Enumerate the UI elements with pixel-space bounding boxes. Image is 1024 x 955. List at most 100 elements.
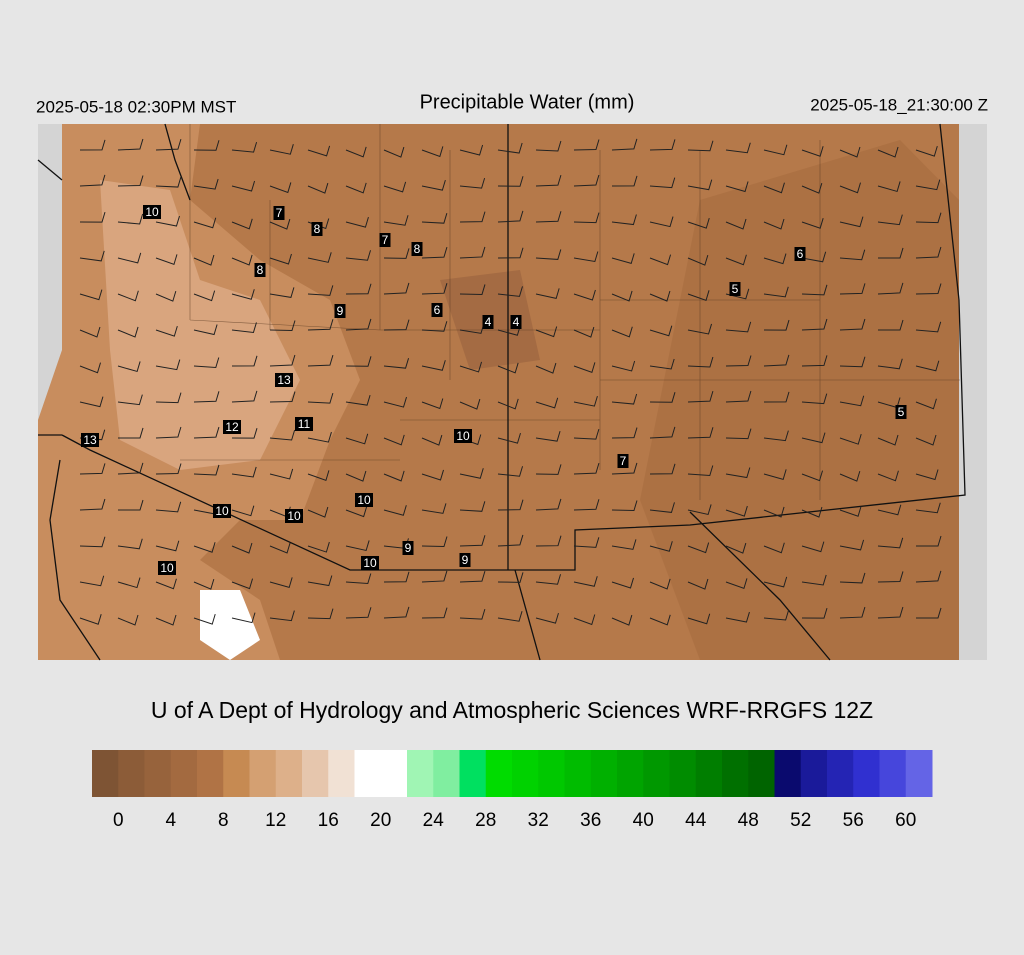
wind-barb bbox=[839, 356, 866, 368]
wind-barb bbox=[117, 499, 144, 511]
wind-barb bbox=[535, 211, 562, 223]
wind-barb bbox=[421, 469, 444, 481]
wind-barb bbox=[155, 290, 177, 302]
wind-barb bbox=[193, 614, 216, 625]
wind-barb bbox=[877, 319, 904, 331]
wind-barb bbox=[497, 142, 523, 154]
station-box bbox=[482, 315, 494, 329]
wind-barb bbox=[915, 607, 942, 619]
color-swatch bbox=[669, 750, 697, 797]
colorbar-tick-label: 40 bbox=[633, 810, 654, 831]
colorbar-tick-label: 48 bbox=[738, 810, 759, 831]
wind-barb bbox=[345, 506, 368, 518]
station-box bbox=[311, 222, 323, 236]
color-swatch bbox=[538, 750, 565, 797]
wind-barb bbox=[497, 611, 523, 622]
wind-barb bbox=[649, 177, 676, 189]
wind-barb bbox=[231, 218, 253, 230]
wind-barb bbox=[915, 321, 942, 333]
wind-barb bbox=[535, 288, 560, 299]
colorbar-tick-label: 44 bbox=[685, 810, 707, 831]
station-value: 10 bbox=[456, 429, 470, 443]
wind-barb bbox=[649, 463, 676, 475]
wind-barb bbox=[763, 286, 789, 298]
wind-barb bbox=[269, 468, 294, 480]
station-box bbox=[143, 205, 161, 219]
wind-barb bbox=[839, 395, 865, 407]
wind-barb bbox=[839, 434, 862, 445]
color-swatch bbox=[617, 750, 644, 797]
wind-barb bbox=[801, 355, 828, 367]
color-swatch bbox=[905, 750, 933, 797]
wind-barb bbox=[383, 358, 410, 369]
color-swatch bbox=[92, 750, 119, 797]
colorbar-tick-label: 36 bbox=[580, 810, 601, 831]
wind-barb bbox=[345, 250, 372, 261]
colorbar-tick-label: 0 bbox=[113, 810, 124, 831]
wind-barb bbox=[801, 146, 824, 157]
station-labels: 10 7 8 7 8 8 9 6 4 4 6 5 13 12 11 13 10 5 7 10 10 10 9 9 10 10 bbox=[81, 205, 907, 575]
wind-barb bbox=[497, 247, 524, 259]
wind-barb bbox=[421, 283, 448, 295]
wind-barb bbox=[345, 318, 372, 331]
wind-barb bbox=[269, 391, 296, 403]
wind-barb bbox=[611, 393, 638, 405]
wind-barb bbox=[611, 214, 637, 226]
wind-barb bbox=[649, 358, 675, 370]
wind-barb bbox=[269, 182, 292, 194]
wind-barb bbox=[687, 140, 714, 152]
station-value: 9 bbox=[462, 553, 469, 567]
wind-barb bbox=[725, 428, 752, 440]
wind-barb bbox=[649, 325, 673, 337]
wind-barb bbox=[839, 506, 862, 517]
wind-barb bbox=[79, 326, 101, 338]
wind-barb bbox=[231, 578, 254, 590]
wind-barb bbox=[725, 142, 751, 154]
wind-barb bbox=[725, 611, 750, 623]
wind-barb bbox=[231, 612, 256, 624]
wind-barb bbox=[231, 542, 253, 554]
wind-barb bbox=[421, 398, 444, 410]
wind-barb bbox=[573, 326, 595, 338]
wind-barb bbox=[193, 254, 215, 266]
wind-barb bbox=[117, 577, 141, 589]
wind-barb bbox=[877, 146, 899, 158]
wind-barb bbox=[839, 146, 861, 158]
wind-barb bbox=[383, 606, 410, 619]
station-value: 10 bbox=[145, 205, 159, 219]
wind-barb bbox=[155, 325, 178, 337]
wind-barb bbox=[611, 500, 638, 511]
wind-barb bbox=[345, 283, 372, 295]
wind-barb bbox=[649, 578, 671, 590]
wind-barb bbox=[117, 175, 144, 187]
county-lines bbox=[180, 124, 960, 500]
wind-barb bbox=[231, 180, 256, 192]
wind-barb bbox=[155, 614, 177, 626]
wind-barb bbox=[231, 141, 258, 153]
wind-barb bbox=[839, 216, 864, 228]
wind-barb bbox=[535, 362, 557, 374]
station-box bbox=[454, 429, 472, 443]
wind-barb bbox=[497, 398, 519, 410]
wind-barb bbox=[649, 502, 675, 513]
wind-barb bbox=[839, 606, 866, 619]
wind-barb bbox=[383, 470, 405, 482]
station-box bbox=[81, 433, 99, 447]
color-swatch bbox=[748, 750, 775, 797]
wind-barb bbox=[269, 542, 291, 554]
wind-barb bbox=[535, 535, 562, 547]
station-value: 5 bbox=[732, 282, 739, 296]
wind-barb bbox=[269, 610, 295, 622]
colorbar-tick-label: 56 bbox=[843, 810, 864, 831]
wind-barb bbox=[79, 174, 106, 187]
wind-barb bbox=[725, 218, 747, 230]
wind-barb bbox=[117, 138, 144, 151]
wind-barb bbox=[839, 539, 865, 551]
wind-barb bbox=[193, 290, 216, 302]
wind-barb bbox=[383, 396, 407, 408]
color-swatch bbox=[249, 750, 277, 797]
station-box bbox=[295, 417, 313, 431]
color-swatch bbox=[643, 750, 670, 797]
wind-barb bbox=[535, 397, 559, 409]
